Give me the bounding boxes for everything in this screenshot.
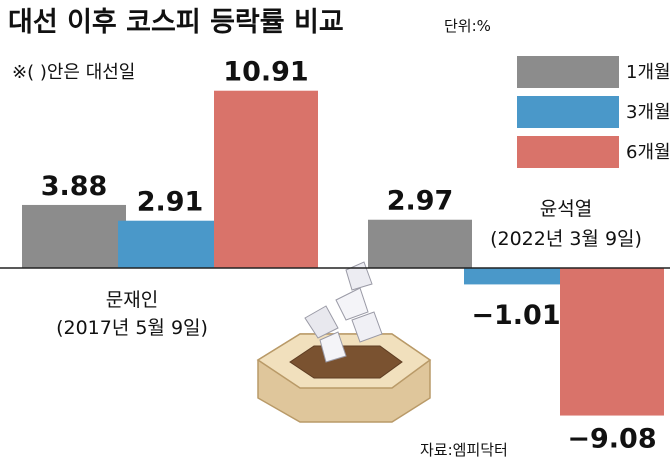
plot-area: 3.88 2.97 2.91 −1.01 10.91 −9.08 문재인 (2017년 5월 … (22, 57, 664, 455)
ballot-box-illustration (256, 261, 432, 423)
legend-swatch (517, 136, 619, 168)
bar (560, 268, 664, 416)
bar (368, 219, 472, 268)
legend: 1개월 후 3개월 후 6개월 후 (517, 56, 670, 168)
data-label: 3.88 (41, 171, 108, 202)
data-label: 2.97 (387, 186, 454, 217)
legend-label: 3개월 후 (626, 102, 670, 123)
unit-label: 단위:% (444, 17, 491, 35)
bar (464, 268, 568, 285)
bar (118, 220, 222, 268)
source-label: 자료:엠피닥터 (420, 441, 508, 459)
legend-swatch (517, 56, 619, 88)
legend-swatch (517, 96, 619, 128)
legend-label: 6개월 후 (626, 142, 670, 163)
legend-label: 1개월 후 (626, 62, 670, 83)
category-date: (2022년 3월 9일) (490, 228, 642, 250)
footnote: ※( )안은 대선일 (12, 62, 135, 83)
data-label: −1.01 (471, 300, 560, 331)
data-label: 10.91 (223, 57, 308, 88)
bar (214, 90, 318, 269)
data-label: 2.91 (137, 187, 204, 218)
data-label: −9.08 (567, 424, 656, 455)
bar (22, 204, 126, 268)
category-date: (2017년 5월 9일) (56, 317, 208, 339)
category-label: 문재인 (106, 289, 158, 311)
chart-title: 대선 이후 코스피 등락률 비교 (8, 7, 344, 38)
category-label: 윤석열 (540, 198, 592, 220)
